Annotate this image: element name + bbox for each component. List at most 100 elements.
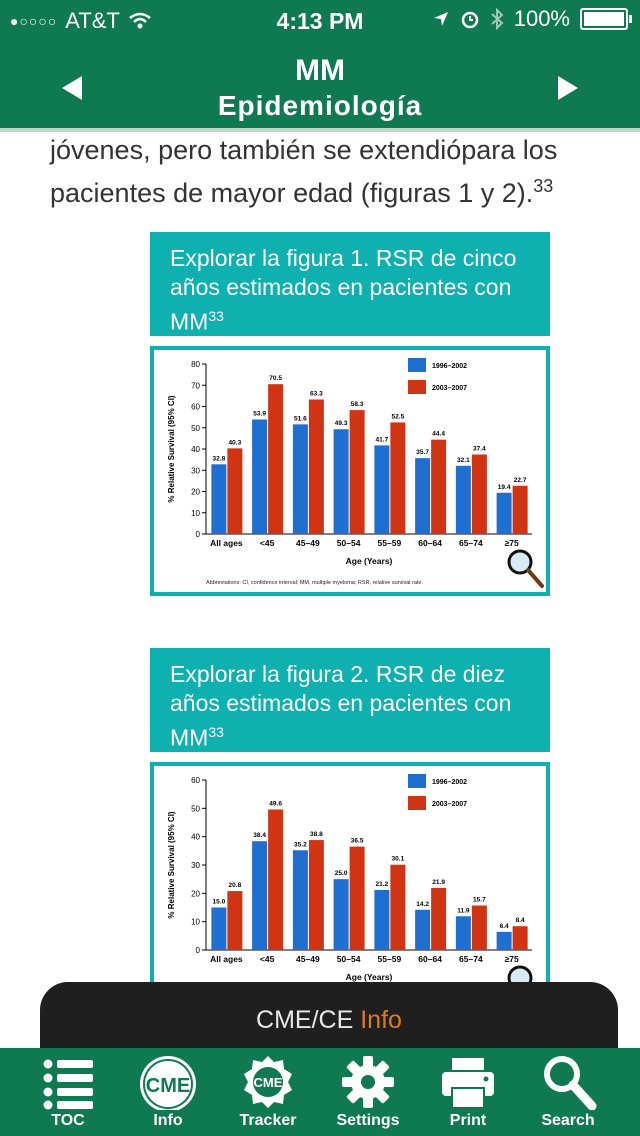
data-label: 63.3 (310, 390, 323, 397)
y-tick-label: 30 (191, 861, 200, 870)
x-tick-label: 55–59 (378, 538, 402, 548)
cme-info-drawer[interactable]: CME/CE Info (40, 982, 618, 1052)
x-tick-label: 50–54 (337, 538, 361, 548)
bar-series1 (292, 424, 308, 534)
status-bar: ●○○○○ AT&T 4:13 PM 100% (0, 0, 640, 40)
y-tick-label: 0 (196, 946, 201, 955)
data-label: 35.2 (294, 841, 307, 848)
legend-label: 2003–2007 (432, 385, 467, 392)
data-label: 44.4 (432, 431, 445, 438)
data-label: 51.6 (294, 415, 307, 422)
data-label: 32.8 (213, 455, 226, 462)
data-label: 20.8 (229, 882, 242, 889)
x-tick-label: 60–64 (418, 538, 442, 548)
legend-swatch (408, 380, 426, 394)
y-tick-label: 0 (196, 530, 201, 539)
tab-print[interactable]: Print (418, 1048, 518, 1136)
x-axis-label: Age (Years) (346, 972, 393, 982)
data-label: 40.3 (229, 439, 242, 446)
carrier-label: AT&T (65, 8, 120, 33)
data-label: 52.5 (392, 413, 405, 420)
bar-series1 (374, 889, 390, 950)
gear-icon (342, 1056, 394, 1108)
data-label: 19.4 (498, 484, 511, 491)
x-tick-label: 65–74 (459, 954, 483, 964)
figure-1-link[interactable]: Explorar la figura 1. RSR de cinco años … (150, 232, 550, 336)
y-tick-label: 40 (191, 833, 200, 842)
body-paragraph: jóvenes, pero también se extendiópara lo… (50, 132, 610, 211)
carrier-area: ●○○○○ AT&T (10, 8, 152, 34)
wifi-icon (129, 12, 151, 29)
tab-info[interactable]: CME Info (118, 1048, 218, 1136)
bar-series2 (268, 384, 284, 534)
y-tick-label: 50 (191, 804, 200, 813)
tab-toc[interactable]: TOC (18, 1048, 118, 1136)
content-scroll-area[interactable]: jóvenes, pero también se extendiópara lo… (0, 132, 640, 1048)
cme-badge-icon: CME (244, 1056, 292, 1108)
nav-subtitle: Epidemiología (217, 90, 423, 121)
data-label: 32.1 (457, 457, 470, 464)
bar-series2 (471, 905, 487, 950)
tab-bar: TOC CME Info CME Tracker (0, 1048, 640, 1136)
bar-series2 (390, 422, 406, 534)
data-label: 14.2 (416, 901, 429, 908)
tab-settings-label: Settings (336, 1112, 400, 1129)
svg-text:CME: CME (254, 1075, 283, 1090)
data-label: 70.5 (269, 375, 282, 382)
reference-superscript: 33 (533, 176, 554, 196)
bar-series2 (431, 887, 447, 950)
bar-series1 (292, 850, 308, 950)
cme-icon: CME (140, 1056, 196, 1110)
bar-series2 (431, 439, 447, 534)
legend-swatch (408, 796, 426, 810)
bar-series1 (455, 916, 471, 950)
paragraph-line-2: pacientes de mayor edad (figuras 1 y 2).… (50, 176, 554, 208)
figure-2-chart[interactable]: 0 10 20 30 40 50 60 % Relative Survival (95% CI… (150, 762, 550, 1012)
x-tick-label: <45 (260, 538, 275, 548)
data-label: 15.0 (213, 899, 226, 906)
data-label: 11.9 (457, 907, 470, 914)
tab-search[interactable]: Search (518, 1048, 618, 1136)
clock: 4:13 PM (276, 8, 364, 34)
bar-series1 (252, 419, 268, 534)
x-tick-label: All ages (210, 954, 243, 964)
data-label: 58.3 (351, 401, 364, 408)
x-tick-label: 55–59 (378, 954, 402, 964)
search-icon (544, 1056, 597, 1110)
bar-series1 (455, 465, 471, 534)
figure-2-link[interactable]: Explorar la figura 2. RSR de diez años e… (150, 648, 550, 752)
bar-series1 (211, 464, 227, 534)
x-tick-label: ≥75 (505, 538, 519, 548)
back-arrow-icon[interactable] (52, 68, 92, 108)
data-label: 38.4 (253, 832, 266, 839)
status-right: 100% (432, 6, 632, 32)
bar-series1 (252, 841, 268, 950)
y-tick-label: 80 (191, 360, 200, 369)
signal-icon: ●○○○○ (10, 13, 58, 29)
tab-toc-label: TOC (51, 1112, 85, 1129)
figure-1-chart[interactable]: 0 10 20 30 40 50 60 70 80 % Relative Survival (95… (150, 346, 550, 596)
y-tick-label: 60 (191, 776, 200, 785)
bar-series2 (268, 809, 284, 950)
legend-label: 2003–2007 (432, 801, 467, 808)
zoom-icon[interactable] (507, 549, 544, 588)
paragraph-line-1: jóvenes, pero también se extendiópara lo… (50, 135, 558, 165)
nav-divider (0, 128, 640, 132)
forward-arrow-icon[interactable] (548, 68, 588, 108)
tab-search-label: Search (541, 1112, 595, 1129)
y-tick-label: 70 (191, 381, 200, 390)
battery-icon (580, 8, 632, 30)
data-label: 35.7 (416, 449, 429, 456)
bar-series1 (415, 909, 431, 950)
battery-percent: 100% (513, 6, 570, 31)
tab-tracker[interactable]: CME Tracker (218, 1048, 318, 1136)
legend-label: 1996–2002 (432, 779, 467, 786)
figure-1-svg: 0 10 20 30 40 50 60 70 80 % Relative Survival (95… (167, 358, 544, 588)
tab-settings[interactable]: Settings (318, 1048, 418, 1136)
data-label: 41.7 (376, 436, 389, 443)
y-tick-label: 10 (191, 918, 200, 927)
bar-series2 (349, 846, 365, 950)
figure-2-ref: 33 (208, 724, 224, 740)
bar-series1 (333, 879, 349, 950)
y-tick-label: 30 (191, 466, 200, 475)
